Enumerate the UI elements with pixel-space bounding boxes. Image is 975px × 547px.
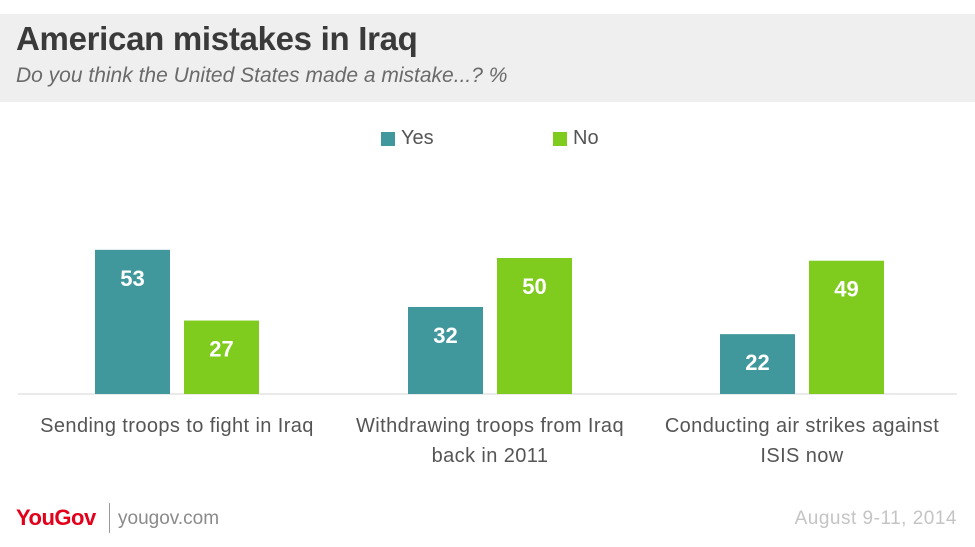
- footer-divider: [109, 503, 110, 533]
- yougov-logo: YouGov: [16, 505, 96, 530]
- bar-yes-3: [720, 334, 795, 394]
- category-label-3: Conducting air strikes against ISIS now: [652, 411, 952, 471]
- chart-title: American mistakes in Iraq: [16, 20, 418, 57]
- category-label-2-line-1: Withdrawing troops from Iraq: [356, 415, 624, 437]
- category-label-2-line-2: back in 2011: [431, 445, 549, 467]
- data-label-yes-1: 53: [120, 266, 144, 291]
- legend-label-no: No: [573, 127, 599, 149]
- footer-site-link[interactable]: yougov.com: [118, 508, 220, 529]
- data-label-no-1: 27: [209, 337, 233, 362]
- legend-swatch-no: [553, 132, 567, 146]
- data-label-yes-2: 32: [433, 323, 457, 348]
- bar-yes-2: [408, 306, 483, 394]
- data-label-yes-3: 22: [745, 350, 769, 375]
- bar-no-1: [184, 320, 259, 394]
- chart-header: American mistakes in Iraq Do you think t…: [0, 14, 975, 102]
- category-label-1: Sending troops to fight in Iraq: [27, 411, 327, 441]
- data-label-no-3: 49: [834, 277, 858, 302]
- survey-date: August 9-11, 2014: [794, 508, 957, 529]
- category-label-2: Withdrawing troops from Iraq back in 201…: [340, 411, 640, 471]
- bar-no-2: [497, 258, 572, 394]
- bar-no-3: [809, 260, 884, 394]
- legend-label-yes: Yes: [401, 127, 434, 149]
- category-label-3-line-1: Conducting air strikes against: [664, 415, 940, 437]
- category-label-3-line-2: ISIS now: [760, 445, 844, 467]
- bar-chart: 53 32 22 27 50 49: [18, 249, 957, 395]
- bar-yes-1: [95, 249, 170, 394]
- data-label-no-2: 50: [522, 274, 546, 299]
- legend-swatch-yes: [381, 132, 395, 146]
- chart-subtitle: Do you think the United States made a mi…: [16, 64, 508, 87]
- category-label-1-line-1: Sending troops to fight in Iraq: [40, 415, 314, 437]
- chart-legend: Yes No: [0, 126, 975, 152]
